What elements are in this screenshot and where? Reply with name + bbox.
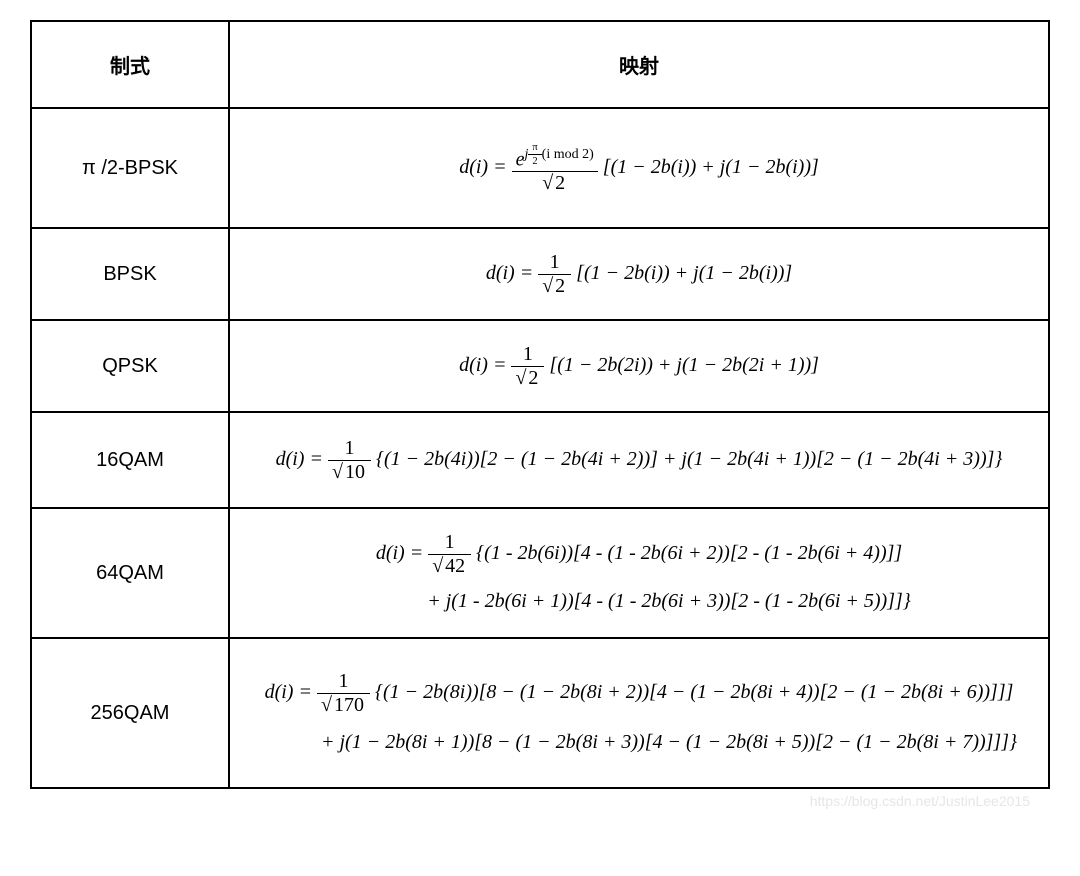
lhs: d(i) = [265, 681, 317, 703]
formula-pi2bpsk: d(i) = ejπ2(i mod 2) √2 [(1 − 2b(i)) + j… [229, 108, 1049, 228]
watermark: https://blog.csdn.net/JustinLee2015 [20, 793, 1030, 809]
sqrt-arg: 42 [443, 554, 467, 577]
sqrt-arg: 10 [343, 460, 367, 483]
table-row: π /2-BPSK d(i) = ejπ2(i mod 2) √2 [(1 − … [31, 108, 1049, 228]
modulation-type: 16QAM [31, 412, 229, 508]
modulation-mapping-table: 制式 映射 π /2-BPSK d(i) = ejπ2(i mod 2) √2 … [30, 20, 1050, 789]
modulation-type: BPSK [31, 228, 229, 320]
fraction: ejπ2(i mod 2) √2 [512, 142, 598, 194]
formula-bpsk: d(i) = 1 √2 [(1 − 2b(i)) + j(1 − 2b(i))] [229, 228, 1049, 320]
fraction: 1 √2 [538, 252, 571, 297]
lhs: d(i) = [376, 542, 428, 564]
table-row: QPSK d(i) = 1 √2 [(1 − 2b(2i)) + j(1 − 2… [31, 320, 1049, 412]
line2: + j(1 − 2b(8i + 1))[8 − (1 − 2b(8i + 3))… [321, 728, 1017, 756]
table-row: 256QAM d(i) = 1 √170 {(1 − 2b(8i))[8 − (… [31, 638, 1049, 788]
table-row: BPSK d(i) = 1 √2 [(1 − 2b(i)) + j(1 − 2b… [31, 228, 1049, 320]
fraction: 1 √10 [328, 438, 371, 483]
exp-suffix: (i mod 2) [542, 147, 594, 162]
line1: {(1 − 2b(8i))[8 − (1 − 2b(8i + 2))[4 − (… [375, 681, 1013, 703]
line1: {(1 - 2b(6i))[4 - (1 - 2b(6i + 2))[2 - (… [476, 542, 902, 564]
lhs: d(i) = [459, 156, 511, 178]
sqrt-arg: 2 [553, 171, 567, 194]
table-header-row: 制式 映射 [31, 21, 1049, 108]
sqrt-arg: 170 [332, 693, 366, 716]
table-row: 16QAM d(i) = 1 √10 {(1 − 2b(4i))[2 − (1 … [31, 412, 1049, 508]
lhs: d(i) = [276, 448, 328, 470]
modulation-type: QPSK [31, 320, 229, 412]
sqrt-arg: 2 [526, 366, 540, 389]
formula-256qam: d(i) = 1 √170 {(1 − 2b(8i))[8 − (1 − 2b(… [229, 638, 1049, 788]
exp-frac: π2 [528, 142, 541, 167]
modulation-type: 64QAM [31, 508, 229, 638]
header-formula: 映射 [229, 21, 1049, 108]
fraction: 1 √42 [428, 532, 471, 577]
lhs: d(i) = [486, 262, 538, 284]
modulation-type: π /2-BPSK [31, 108, 229, 228]
formula-64qam: d(i) = 1 √42 {(1 - 2b(6i))[4 - (1 - 2b(6… [229, 508, 1049, 638]
fraction: 1 √2 [511, 344, 544, 389]
sqrt-arg: 2 [553, 274, 567, 297]
line2: + j(1 - 2b(6i + 1))[4 - (1 - 2b(6i + 3))… [427, 587, 911, 615]
formula-16qam: d(i) = 1 √10 {(1 − 2b(4i))[2 − (1 − 2b(4… [229, 412, 1049, 508]
header-type: 制式 [31, 21, 229, 108]
formula-qpsk: d(i) = 1 √2 [(1 − 2b(2i)) + j(1 − 2b(2i … [229, 320, 1049, 412]
rhs: {(1 − 2b(4i))[2 − (1 − 2b(4i + 2))] + j(… [376, 448, 1002, 470]
table-row: 64QAM d(i) = 1 √42 {(1 - 2b(6i))[4 - (1 … [31, 508, 1049, 638]
modulation-type: 256QAM [31, 638, 229, 788]
rhs: [(1 − 2b(2i)) + j(1 − 2b(2i + 1))] [549, 354, 819, 376]
rhs: [(1 − 2b(i)) + j(1 − 2b(i))] [603, 156, 819, 178]
lhs: d(i) = [459, 354, 511, 376]
fraction: 1 √170 [317, 671, 370, 716]
